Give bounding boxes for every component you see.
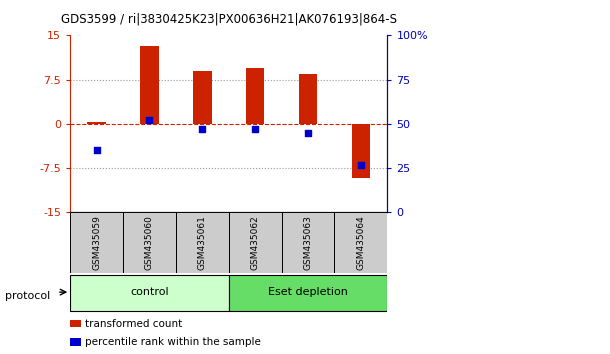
Bar (334, 212, 387, 273)
Text: GSM435059: GSM435059 (92, 215, 101, 270)
Bar (70, 275, 229, 311)
Text: GSM435063: GSM435063 (304, 215, 312, 270)
Bar (352, 124, 370, 178)
Text: protocol: protocol (5, 291, 50, 301)
Bar (299, 74, 317, 124)
Text: GSM435064: GSM435064 (356, 215, 365, 270)
Text: control: control (130, 287, 169, 297)
Point (145, 118, 154, 123)
Bar (70, 212, 123, 273)
Text: percentile rank within the sample: percentile rank within the sample (85, 337, 260, 347)
Bar (282, 212, 334, 273)
Bar (246, 68, 265, 124)
Bar (193, 71, 212, 124)
Bar (176, 212, 229, 273)
Text: transformed count: transformed count (85, 319, 182, 329)
Text: Eset depletion: Eset depletion (268, 287, 348, 297)
Point (92, 148, 101, 153)
Point (250, 126, 260, 132)
Point (356, 162, 366, 167)
Text: GSM435060: GSM435060 (145, 215, 154, 270)
Bar (123, 212, 176, 273)
Bar (87, 121, 106, 124)
Point (303, 130, 313, 136)
Text: GSM435061: GSM435061 (198, 215, 207, 270)
Text: GDS3599 / ri|3830425K23|PX00636H21|AK076193|864-S: GDS3599 / ri|3830425K23|PX00636H21|AK076… (61, 12, 396, 25)
Point (198, 126, 207, 132)
Text: GSM435062: GSM435062 (251, 215, 260, 270)
Bar (229, 212, 282, 273)
Bar (140, 46, 159, 124)
Bar (229, 275, 387, 311)
